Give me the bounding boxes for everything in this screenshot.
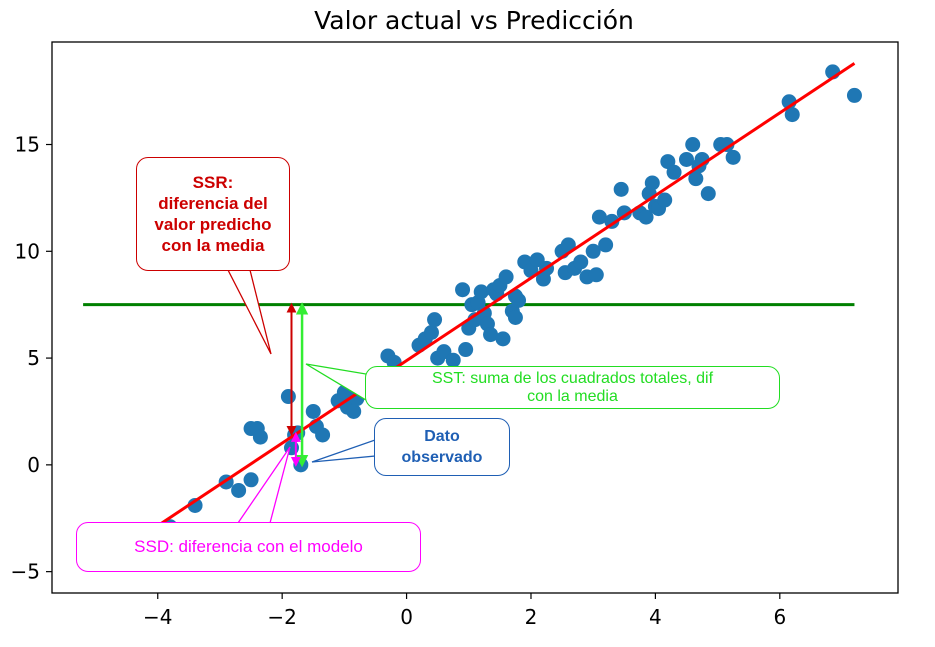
data-point: [573, 254, 589, 270]
dato-line-1: Dato: [424, 428, 460, 445]
data-point: [498, 269, 514, 285]
data-point: [458, 342, 474, 358]
data-point: [613, 181, 629, 197]
data-point: [427, 312, 443, 328]
sst-line-2: con la media: [527, 387, 618, 405]
sst-line-1: SST: suma de los cuadrados totales, dif: [431, 369, 714, 387]
x-tick-label: −4: [143, 605, 172, 629]
data-point: [598, 237, 614, 253]
data-point: [588, 267, 604, 283]
dato-line-2: observado: [401, 449, 483, 466]
y-tick-label: 15: [15, 133, 40, 157]
x-tick-label: 6: [773, 605, 786, 629]
data-point: [231, 482, 247, 498]
sst-annotation: SST: suma de los cuadrados totales, dif …: [365, 366, 780, 409]
data-point: [688, 171, 704, 187]
data-point: [252, 429, 268, 445]
data-point: [560, 237, 576, 253]
data-point: [445, 352, 461, 368]
x-tick-label: 0: [400, 605, 413, 629]
data-point: [679, 151, 694, 167]
dato-observado-annotation: Dato observado: [374, 418, 510, 476]
data-point: [616, 205, 632, 221]
data-point: [473, 284, 489, 300]
data-point: [280, 389, 296, 405]
data-point: [591, 209, 607, 225]
data-point: [685, 137, 701, 153]
data-point: [483, 327, 499, 343]
ssr-annotation: SSR: diferencia del valor predicho con l…: [136, 157, 290, 271]
x-tick-label: 4: [649, 605, 662, 629]
data-point: [784, 107, 800, 123]
x-axis-ticks: −4 −2 0 2 4 6: [143, 593, 786, 629]
ssr-line-3: valor predicho: [154, 215, 272, 234]
data-point: [507, 310, 523, 325]
data-point: [315, 427, 331, 443]
data-point: [423, 324, 439, 340]
data-point: [585, 243, 601, 259]
data-point: [719, 137, 735, 153]
y-tick-label: −5: [11, 560, 40, 584]
data-point: [495, 331, 511, 347]
y-axis-ticks: −5 0 5 10 15: [11, 133, 52, 584]
data-point: [305, 403, 321, 419]
data-point: [511, 292, 527, 308]
x-tick-label: −2: [267, 605, 296, 629]
x-tick-label: 2: [525, 605, 538, 629]
regression-line: [156, 62, 856, 527]
data-point: [725, 149, 741, 165]
y-tick-label: 5: [27, 346, 40, 370]
y-tick-label: 10: [15, 239, 40, 263]
data-point: [846, 87, 862, 103]
data-points: [162, 64, 862, 535]
data-point: [644, 175, 660, 191]
ssd-annotation: SSD: diferencia con el modelo: [76, 522, 421, 572]
data-point: [455, 282, 471, 298]
ssr-line-1: SSR:: [192, 173, 234, 192]
y-tick-label: 0: [27, 453, 40, 477]
data-point: [346, 403, 362, 419]
data-point: [700, 186, 716, 202]
ssr-pointer: [226, 269, 272, 355]
data-point: [657, 192, 673, 208]
data-point: [243, 472, 259, 488]
dato-pointer: [311, 439, 376, 463]
regression-line-group: [156, 62, 856, 527]
plot-area-frame: [51, 41, 899, 594]
ssr-line-4: con la media: [161, 236, 265, 255]
data-point: [666, 164, 682, 180]
chart-title: Valor actual vs Predicción: [314, 6, 634, 35]
ssr-line-2: diferencia del: [158, 194, 268, 213]
data-point: [638, 209, 654, 225]
ssd-line-1: SSD: diferencia con el modelo: [134, 537, 363, 556]
difference-arrows: [286, 302, 309, 468]
